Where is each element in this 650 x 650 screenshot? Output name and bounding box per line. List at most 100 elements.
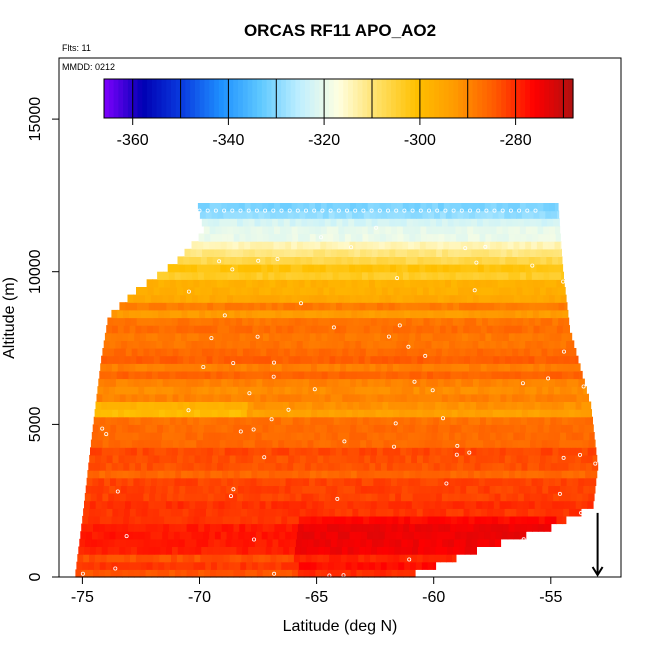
colorbar-swatch xyxy=(127,79,134,118)
heatmap-cell xyxy=(285,294,293,303)
heatmap-cell xyxy=(535,218,542,227)
heatmap-cell xyxy=(139,424,147,433)
heatmap-cell xyxy=(150,294,158,303)
heatmap-cell xyxy=(320,225,328,235)
heatmap-cell xyxy=(255,485,262,494)
heatmap-cell xyxy=(441,218,449,227)
down-arrow-head xyxy=(591,566,604,577)
heatmap-cell xyxy=(165,287,172,296)
heatmap-cell xyxy=(365,393,373,402)
heatmap-cell xyxy=(112,508,119,517)
heatmap-cell xyxy=(288,500,296,509)
heatmap-cell xyxy=(436,264,444,273)
heatmap-cell xyxy=(244,378,252,387)
heatmap-cell xyxy=(210,569,217,578)
heatmap-cell xyxy=(361,378,369,387)
heatmap-cell xyxy=(364,508,371,517)
heatmap-cell xyxy=(318,393,326,402)
heatmap-cell xyxy=(184,348,191,357)
heatmap-cell xyxy=(521,325,529,334)
heatmap-cell xyxy=(326,271,334,280)
heatmap-cell xyxy=(307,439,314,448)
heatmap-cell xyxy=(101,546,109,555)
heatmap-cell xyxy=(590,470,598,479)
heatmap-cell xyxy=(318,401,325,410)
observation-point xyxy=(231,487,236,492)
heatmap-cell xyxy=(532,523,539,532)
heatmap-cell xyxy=(546,447,554,456)
y-tick-label: 5000 xyxy=(27,407,44,443)
heatmap-cell xyxy=(253,355,260,364)
heatmap-cell xyxy=(484,424,492,433)
heatmap-cell xyxy=(218,401,225,410)
heatmap-cell xyxy=(537,203,544,212)
heatmap-cell xyxy=(229,409,236,418)
observation-point xyxy=(393,421,398,426)
heatmap-cell xyxy=(196,538,203,547)
observation-point xyxy=(335,496,340,501)
heatmap-cell xyxy=(233,424,240,433)
heatmap-cell xyxy=(534,317,542,326)
heatmap-cell xyxy=(224,355,231,364)
heatmap-cell xyxy=(87,523,94,532)
heatmap-cell xyxy=(404,279,411,288)
heatmap-cell xyxy=(360,439,367,448)
heatmap-cell xyxy=(472,432,479,441)
heatmap-cell xyxy=(94,554,102,563)
heatmap-cell xyxy=(285,378,293,387)
heatmap-cell xyxy=(153,287,161,296)
heatmap-cell xyxy=(252,462,259,471)
heatmap-cell xyxy=(222,416,229,425)
heatmap-cell xyxy=(438,523,445,532)
heatmap-cell xyxy=(308,241,316,250)
heatmap-cell xyxy=(490,531,497,540)
heatmap-cell xyxy=(306,546,314,555)
heatmap-cell xyxy=(177,256,184,265)
heatmap-cell xyxy=(288,287,295,296)
heatmap-cell xyxy=(317,287,324,296)
heatmap-cell xyxy=(241,355,249,364)
heatmap-cell xyxy=(490,241,497,250)
heatmap-cell xyxy=(381,508,389,517)
heatmap-cell xyxy=(317,409,324,418)
observation-point xyxy=(213,208,218,213)
heatmap-cell xyxy=(346,409,353,418)
heatmap-cell xyxy=(470,546,477,555)
heatmap-cell xyxy=(93,561,101,570)
heatmap-cell xyxy=(562,515,567,525)
heatmap-cell xyxy=(382,256,389,265)
heatmap-cell xyxy=(160,302,167,311)
heatmap-cell xyxy=(516,287,524,296)
heatmap-cell xyxy=(177,500,185,509)
heatmap-cell xyxy=(407,485,415,494)
heatmap-cell xyxy=(276,508,283,517)
heatmap-cell xyxy=(459,218,466,227)
heatmap-cell xyxy=(154,500,161,509)
heatmap-cell xyxy=(173,340,181,349)
heatmap-cell xyxy=(381,462,388,471)
heatmap-cell xyxy=(303,225,310,235)
heatmap-cell xyxy=(83,554,90,563)
heatmap-cell xyxy=(371,348,379,357)
heatmap-cell xyxy=(183,447,191,456)
heatmap-cell xyxy=(459,538,467,547)
heatmap-cell xyxy=(505,302,513,311)
heatmap-cell xyxy=(502,294,509,303)
heatmap-cell xyxy=(181,332,188,341)
colorbar-swatch xyxy=(367,79,373,118)
heatmap-cell xyxy=(471,439,478,448)
heatmap-cell xyxy=(511,302,519,311)
heatmap-cell xyxy=(443,531,450,540)
heatmap-cell xyxy=(158,462,166,471)
heatmap-cell xyxy=(194,454,202,464)
colorbar-swatch xyxy=(180,79,186,118)
heatmap-cell xyxy=(490,378,498,387)
observation-point xyxy=(197,208,202,213)
heatmap-cell xyxy=(475,409,482,418)
heatmap-cell xyxy=(143,493,150,502)
heatmap-cell xyxy=(370,317,378,326)
heatmap-cell xyxy=(144,432,151,441)
heatmap-cell xyxy=(450,470,457,479)
heatmap-cell xyxy=(504,287,512,296)
heatmap-cell xyxy=(523,317,530,326)
